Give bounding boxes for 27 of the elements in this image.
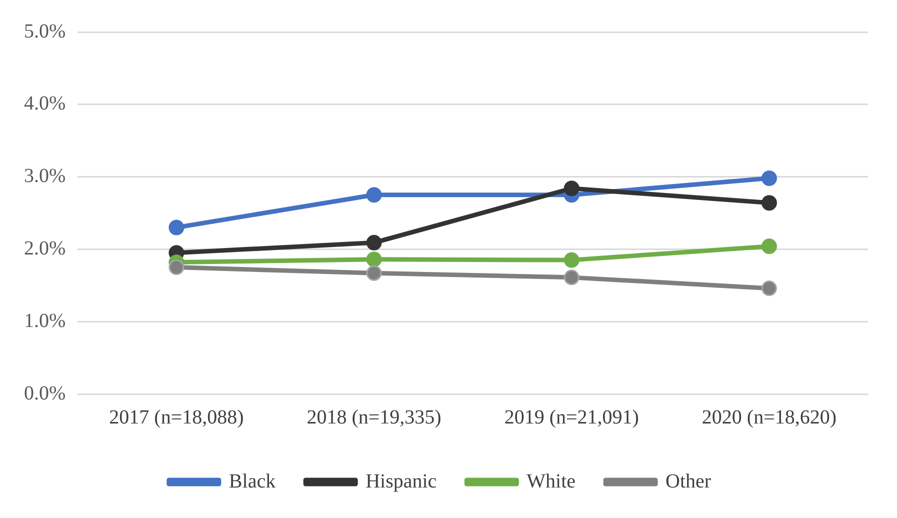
point: [761, 195, 777, 211]
x-tick-label: 2018 (n=19,335): [306, 406, 442, 428]
point: [564, 270, 580, 286]
point: [564, 180, 580, 196]
y-tick-label: 3.0%: [24, 165, 66, 188]
x-tick-label: 2020 (n=18,620): [702, 406, 837, 428]
point: [761, 170, 777, 186]
legend-label: Black: [228, 470, 276, 492]
point: [761, 280, 777, 296]
y-tick-label: 2.0%: [24, 237, 66, 260]
x-tick-label: 2017 (n=18,088): [109, 406, 244, 428]
y-tick-label: 4.0%: [24, 92, 66, 115]
point: [366, 187, 382, 203]
legend-label: Hispanic: [366, 470, 437, 492]
point: [564, 252, 580, 268]
point: [168, 260, 184, 276]
point: [366, 252, 382, 268]
point: [366, 234, 382, 250]
legend-label: White: [526, 470, 576, 492]
point: [761, 238, 777, 254]
y-tick-label: 0.0%: [24, 382, 66, 404]
legend-label: Other: [666, 470, 712, 492]
y-tick-label: 5.0%: [24, 20, 66, 42]
point: [366, 265, 382, 281]
x-tick-label: 2019 (n=21,091): [504, 406, 639, 428]
point: [168, 220, 184, 236]
y-tick-label: 1.0%: [24, 310, 66, 332]
